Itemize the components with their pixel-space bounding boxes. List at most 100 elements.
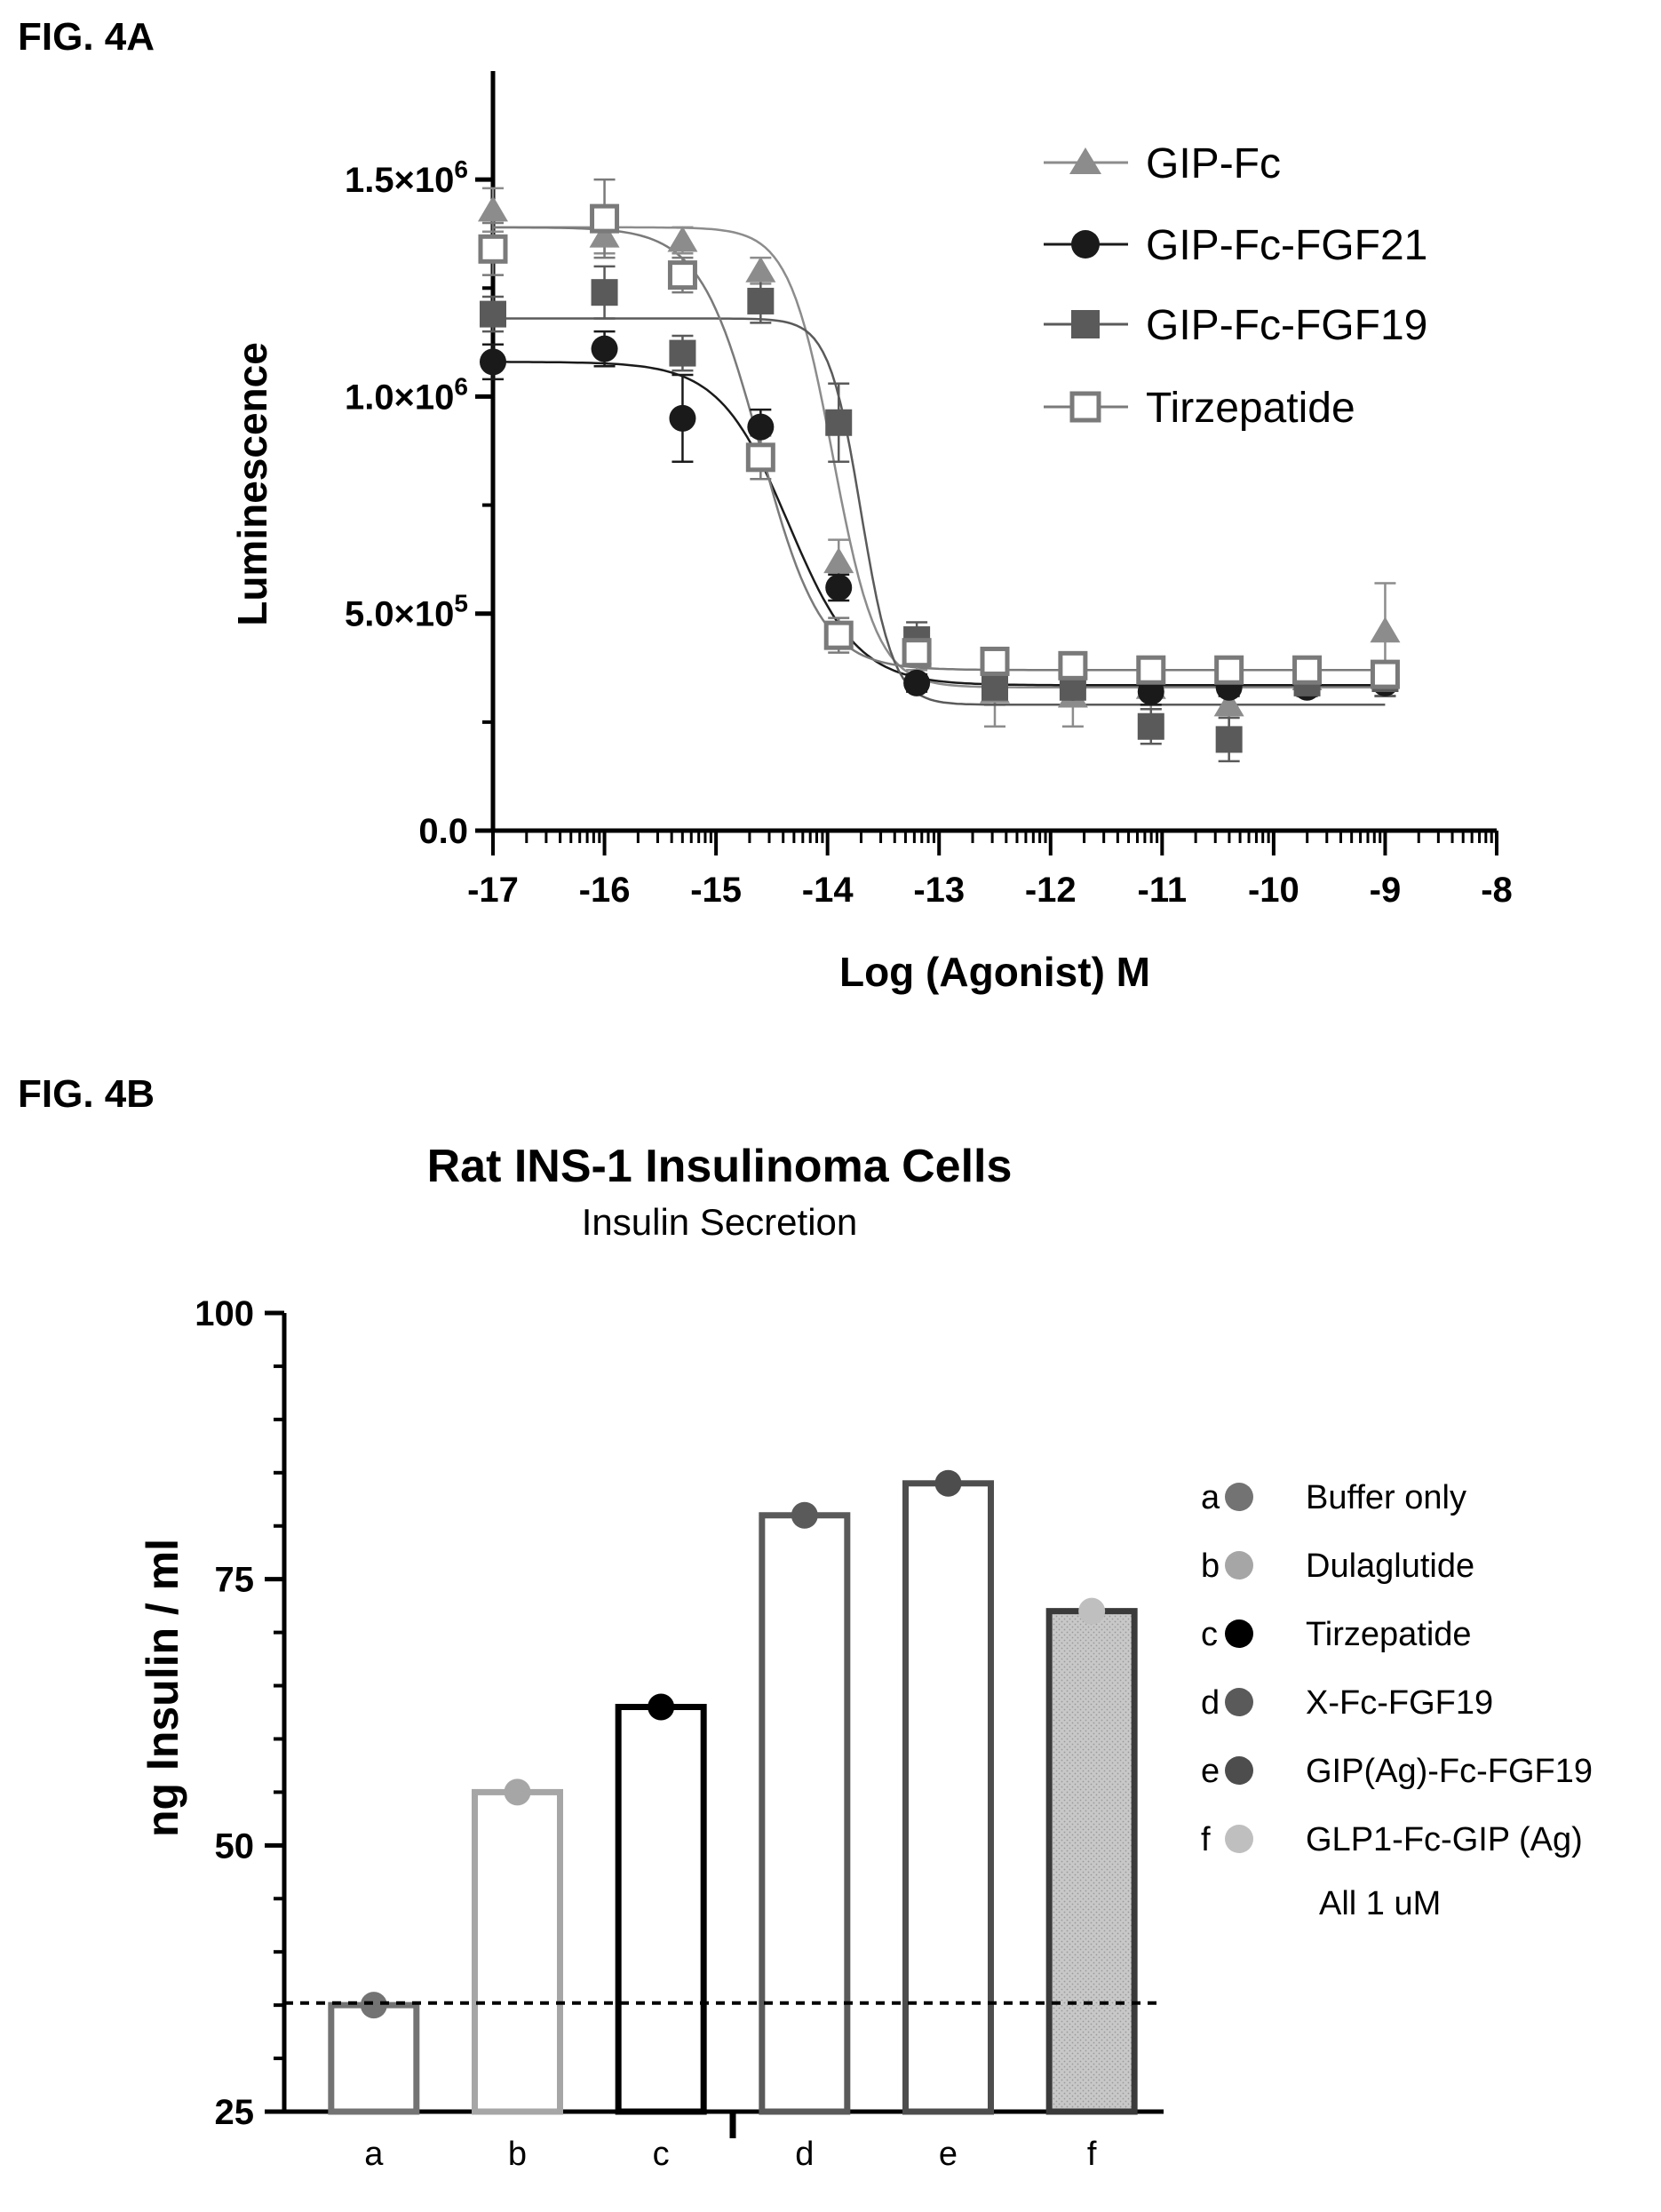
- legend-item-tirzepatide: Tirzepatide: [1044, 385, 1355, 432]
- data-point: [747, 413, 775, 441]
- data-point: [478, 195, 508, 222]
- legend-dot-icon: [1225, 1551, 1253, 1579]
- legend-label: Dulaglutide: [1306, 1548, 1474, 1585]
- data-point: [1058, 650, 1088, 680]
- fig-4b-label: FIG. 4B: [18, 1072, 155, 1116]
- x-tick-label: -16: [579, 871, 631, 910]
- legend-item-gip-fc: GIP-Fc: [1044, 140, 1281, 187]
- data-point: [1370, 659, 1400, 689]
- legend-dot-icon: [1225, 1825, 1253, 1853]
- y-tick-label: 75: [215, 1561, 255, 1600]
- y-tick-label: 0.0: [418, 812, 468, 851]
- fit-curve-2: [493, 317, 1386, 706]
- legend-dot-icon: [1225, 1756, 1253, 1785]
- legend-label: Buffer only: [1306, 1479, 1466, 1516]
- x-tick-label: -8: [1481, 871, 1513, 910]
- data-point: [823, 547, 854, 574]
- bar-dot-e: [934, 1469, 962, 1497]
- data-point: [902, 638, 932, 668]
- chart-4b-title: Rat INS-1 Insulinoma Cells: [427, 1141, 1013, 1192]
- legend-label: GLP1-Fc-GIP (Ag): [1306, 1821, 1583, 1858]
- bar-dot-d: [791, 1501, 818, 1529]
- legend-label: GIP(Ag)-Fc-FGF19: [1306, 1753, 1593, 1790]
- bar-c: [615, 1704, 707, 2115]
- data-point: [591, 279, 618, 306]
- legend-label: GIP-Fc: [1146, 140, 1281, 187]
- x-tick-label: c: [653, 2136, 670, 2173]
- bar-dot-a: [360, 1992, 387, 2019]
- data-point: [825, 409, 853, 436]
- legend-letter: b: [1201, 1548, 1220, 1585]
- legend-letter: f: [1201, 1821, 1211, 1858]
- bar-f: [1045, 1608, 1138, 2115]
- bar-dot-c: [648, 1693, 675, 1721]
- legend-dot-icon: [1225, 1483, 1253, 1511]
- x-tick-label: -17: [467, 871, 519, 910]
- x-tick-label: -13: [913, 871, 965, 910]
- y-tick-label: 1.0×106: [345, 372, 468, 417]
- chart-4b-legend: a Buffer only b Dulaglutide c Tirzepatide d X-F…: [1201, 1479, 1593, 1858]
- y-tick-label: 50: [215, 1826, 255, 1866]
- x-tick-label: -14: [802, 871, 854, 910]
- legend-letter: d: [1201, 1684, 1220, 1722]
- x-tick-label: e: [939, 2136, 958, 2173]
- chart-4a-xlabel: Log (Agonist) M: [839, 949, 1150, 995]
- data-point: [825, 574, 853, 601]
- data-point: [480, 300, 506, 328]
- triangle-marker-icon: [1069, 147, 1101, 174]
- data-point: [980, 646, 1010, 676]
- data-point: [667, 260, 697, 290]
- data-point: [1215, 726, 1243, 753]
- data-point: [480, 348, 506, 376]
- legend-item-gip-fc-fgf19: GIP-Fc-FGF19: [1044, 302, 1427, 349]
- fit-curve-0: [493, 226, 1386, 689]
- legend-label: GIP-Fc-FGF19: [1146, 302, 1427, 349]
- fig-4a-label: FIG. 4A: [18, 15, 155, 59]
- data-point: [1137, 712, 1164, 740]
- y-tick-label: 25: [215, 2093, 255, 2132]
- data-point: [1214, 655, 1244, 685]
- x-tick-label: d: [795, 2136, 814, 2173]
- bar-d: [759, 1512, 851, 2115]
- data-point: [591, 335, 618, 362]
- bar-dot-f: [1078, 1597, 1106, 1625]
- data-point: [745, 442, 775, 473]
- bar-dot-b: [504, 1778, 531, 1806]
- legend-label: Tirzepatide: [1146, 385, 1355, 432]
- legend-label: GIP-Fc-FGF21: [1146, 222, 1427, 269]
- bar-e: [902, 1480, 994, 2115]
- y-tick-label: 1.5×106: [345, 155, 468, 200]
- legend-dot-icon: [1225, 1688, 1253, 1716]
- chart-4a: 0.0 5.0×105 1.0×106 1.5×106 -17 -16 -15 -14 -13 -…: [345, 71, 1513, 910]
- data-point: [747, 287, 775, 314]
- data-point: [1137, 678, 1164, 705]
- legend-item-f: f GLP1-Fc-GIP (Ag): [1201, 1821, 1583, 1858]
- chart-4b-ylabel: ng Insulin / ml: [138, 1539, 187, 1837]
- legend-label: Tirzepatide: [1306, 1616, 1472, 1653]
- chart-4b-note: All 1 uM: [1319, 1885, 1441, 1922]
- legend-letter: e: [1201, 1753, 1220, 1790]
- data-point: [745, 256, 776, 282]
- legend-item-a: a Buffer only: [1201, 1479, 1466, 1516]
- data-point: [1136, 655, 1166, 685]
- chart-4a-ylabel: Luminescence: [229, 342, 275, 626]
- x-tick-label: -11: [1138, 871, 1188, 910]
- x-tick-label: -10: [1248, 871, 1299, 910]
- legend-item-d: d X-Fc-FGF19: [1201, 1684, 1493, 1722]
- legend-item-gip-fc-fgf21: GIP-Fc-FGF21: [1044, 222, 1427, 269]
- y-tick-label: 100: [195, 1294, 254, 1333]
- data-point: [1292, 655, 1323, 685]
- circle-marker-icon: [1071, 230, 1100, 259]
- data-point: [1370, 617, 1401, 643]
- data-point: [982, 673, 1008, 701]
- legend-letter: c: [1201, 1616, 1218, 1653]
- x-tick-label: -9: [1370, 871, 1402, 910]
- data-point: [669, 339, 696, 367]
- x-tick-label: b: [508, 2136, 527, 2173]
- data-point: [478, 234, 508, 264]
- y-tick-label: 5.0×105: [345, 590, 468, 634]
- legend-item-b: b Dulaglutide: [1201, 1548, 1474, 1585]
- chart-4b: 25 50 75 100 a b c d e f: [195, 1294, 1164, 2173]
- chart-4a-legend: GIP-Fc GIP-Fc-FGF21 GIP-Fc-FGF19 Tirzepa…: [1044, 140, 1427, 432]
